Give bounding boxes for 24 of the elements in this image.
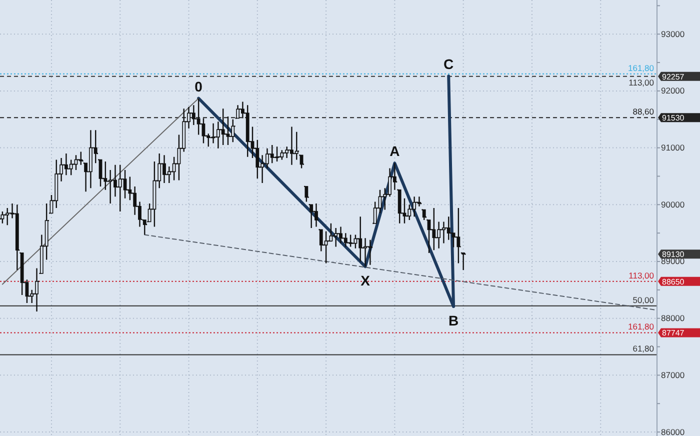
y-tick-label: 86000 xyxy=(661,426,685,436)
annotation: 161,80 xyxy=(628,322,654,332)
y-tick-label: 87000 xyxy=(661,370,685,380)
annotation: 50,00 xyxy=(632,294,654,305)
annotation: C xyxy=(444,56,454,72)
annotation: 113,00 xyxy=(628,77,654,88)
annotation: 88,60 xyxy=(632,106,654,117)
y-tick-label: 92000 xyxy=(661,86,685,96)
text: 89130 xyxy=(662,250,685,260)
annotation: 0 xyxy=(194,78,203,94)
annotation: 113,00 xyxy=(628,270,654,280)
ref-line-label: 87747 xyxy=(662,328,685,338)
annotation: X xyxy=(360,272,371,289)
ref-line-label: 88650 xyxy=(662,277,685,286)
annotation: B xyxy=(448,312,459,328)
y-tick-label: 90000 xyxy=(661,199,685,210)
ref-line-label: 91530 xyxy=(662,114,685,123)
annotation: 161,80 xyxy=(628,62,654,73)
y-tick-label: 88000 xyxy=(661,313,685,324)
y-tick-label: 91000 xyxy=(661,142,685,153)
annotation: A xyxy=(390,143,400,160)
annotation: 61,80 xyxy=(632,344,654,354)
ref-line-label: 92257 xyxy=(662,72,685,82)
y-tick-label: 93000 xyxy=(661,28,685,39)
